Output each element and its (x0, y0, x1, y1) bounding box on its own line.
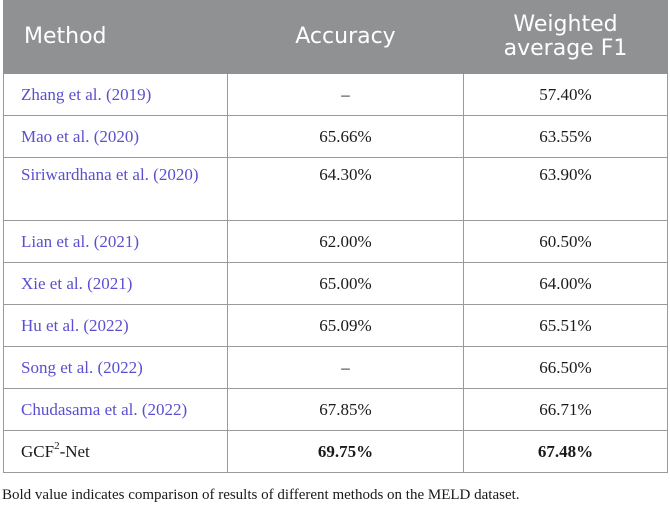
method-cell: Lian et al. (2021) (3, 220, 228, 263)
method-cell: Siriwardhana et al. (2020) (3, 157, 228, 221)
method-cell: Song et al. (2022) (3, 346, 228, 389)
table-row-ours: GCF2-Net 69.75% 67.48% (3, 430, 668, 473)
accuracy-cell: 65.09% (227, 304, 464, 347)
accuracy-cell: 67.85% (227, 388, 464, 431)
ours-name-prefix: GCF (21, 441, 55, 461)
method-cell: Zhang et al. (2019) (3, 73, 228, 116)
table-row: Chudasama et al. (2022) 67.85% 66.71% (3, 388, 668, 431)
accuracy-cell: – (227, 346, 464, 389)
citation-year-link[interactable]: 2021 (99, 231, 134, 251)
table-row: Lian et al. (2021) 62.00% 60.50% (3, 220, 668, 263)
citation-year-link[interactable]: 2022 (147, 399, 182, 419)
citation-close: ) (145, 84, 152, 104)
citation-link[interactable]: Song et al. ( (21, 357, 104, 377)
f1-cell: 64.00% (463, 262, 668, 305)
table-footnote: Bold value indicates comparison of resul… (2, 487, 520, 503)
citation-close: ) (192, 165, 199, 184)
citation-close: ) (126, 273, 133, 293)
f1-cell: 60.50% (463, 220, 668, 263)
accuracy-cell: 65.00% (227, 262, 464, 305)
header-f1-line1: Weighted (513, 12, 618, 37)
header-weighted-f1: Weighted average F1 (463, 0, 668, 74)
table-row: Zhang et al. (2019) – 57.40% (3, 73, 668, 116)
citation-link[interactable]: Zhang et al. ( (21, 84, 112, 104)
citation-year-link[interactable]: 2022 (88, 315, 123, 335)
citation-close: ) (181, 399, 188, 419)
table-row: Siriwardhana et al. (2020) 64.30% 63.90% (3, 157, 668, 221)
f1-cell: 65.51% (463, 304, 668, 347)
accuracy-cell: 65.66% (227, 115, 464, 158)
citation-year-link[interactable]: 2021 (92, 273, 127, 293)
header-row: Method Accuracy Weighted average F1 (3, 0, 668, 74)
citation-link[interactable]: Lian et al. ( (21, 231, 100, 251)
table-row: Hu et al. (2022) 65.09% 65.51% (3, 304, 668, 347)
table-row: Song et al. (2022) – 66.50% (3, 346, 668, 389)
method-cell-ours: GCF2-Net (3, 430, 228, 473)
citation-close: ) (137, 357, 143, 377)
citation-year-link[interactable]: 2019 (111, 84, 146, 104)
f1-cell: 63.55% (463, 115, 668, 158)
accuracy-cell: 64.30% (227, 157, 464, 221)
method-cell: Chudasama et al. (2022) (3, 388, 228, 431)
header-accuracy: Accuracy (227, 0, 464, 74)
citation-link[interactable]: Siriwardhana et al. ( (21, 165, 159, 184)
table-row: Mao et al. (2020) 65.66% 63.55% (3, 115, 668, 158)
citation-year-link[interactable]: 2020 (158, 165, 193, 184)
citation-close: ) (133, 126, 140, 146)
citation-close: ) (133, 231, 140, 251)
header-method: Method (3, 0, 228, 74)
table-row: Xie et al. (2021) 65.00% 64.00% (3, 262, 668, 305)
header-f1-line2: average F1 (503, 36, 628, 61)
method-cell: Hu et al. (2022) (3, 304, 228, 347)
citation-link[interactable]: Hu et al. ( (21, 315, 89, 335)
citation-year-link[interactable]: 2020 (99, 126, 134, 146)
method-cell: Mao et al. (2020) (3, 115, 228, 158)
ours-name-suffix: -Net (59, 441, 90, 461)
ours-name-superscript: 2 (54, 439, 60, 452)
f1-cell: 66.71% (463, 388, 668, 431)
citation-link[interactable]: Mao et al. ( (21, 126, 100, 146)
f1-cell: 57.40% (463, 73, 668, 116)
f1-cell: 63.90% (463, 157, 668, 221)
citation-close: ) (122, 315, 129, 335)
f1-cell-ours: 67.48% (463, 430, 668, 473)
citation-link[interactable]: Chudasama et al. ( (21, 399, 148, 419)
accuracy-cell-ours: 69.75% (227, 430, 464, 473)
citation-year-link[interactable]: 2022 (103, 357, 138, 377)
accuracy-cell: 62.00% (227, 220, 464, 263)
f1-cell: 66.50% (463, 346, 668, 389)
accuracy-cell: – (227, 73, 464, 116)
method-cell: Xie et al. (2021) (3, 262, 228, 305)
results-table: Method Accuracy Weighted average F1 Zhang… (3, 0, 668, 473)
citation-link[interactable]: Xie et al. ( (21, 273, 93, 293)
